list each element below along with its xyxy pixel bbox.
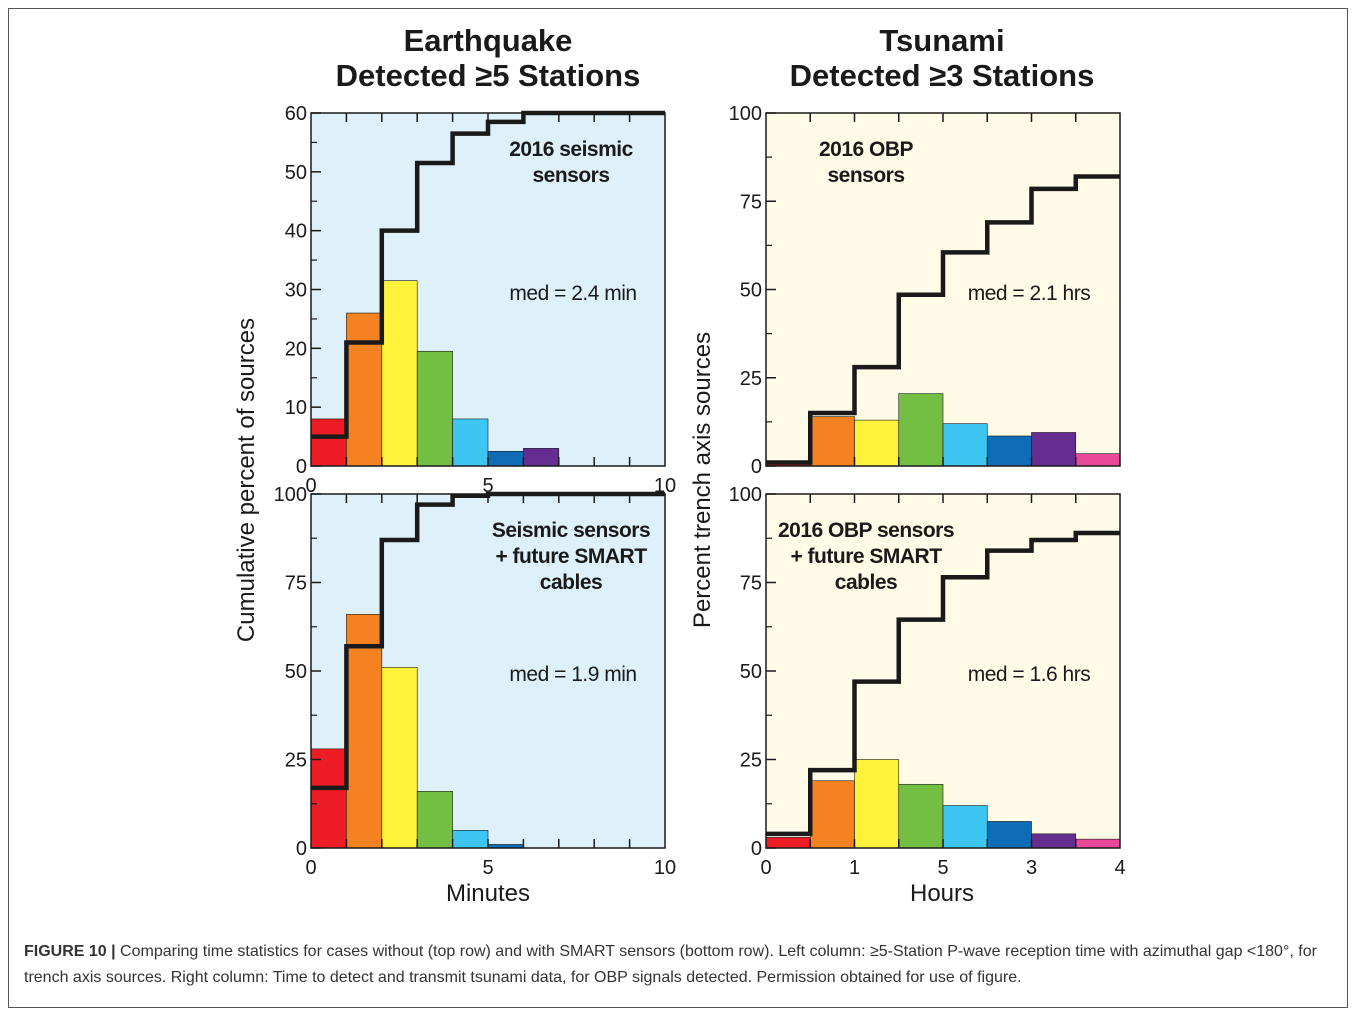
- panel-2-median-label: med = 2.1 hrs: [968, 282, 1090, 305]
- panel-1-xtick-label-1: 0: [305, 475, 316, 497]
- panel-4-annotation-line-1: 2016 OBP sensors: [778, 519, 954, 542]
- panel-1-bar-7: [523, 448, 560, 467]
- panel-4-ytick-label-5: 100: [729, 484, 762, 506]
- panel-3-bar-1: [310, 748, 347, 849]
- panel-4-ytick-label-2: 25: [740, 750, 762, 772]
- panel-1-annotation-line-2: sensors: [532, 164, 609, 187]
- panel-4-bar-1: [765, 837, 811, 849]
- right-column-title-line1: Tsunami: [879, 23, 1004, 58]
- right-y-axis-label: Percent trench axis sources: [689, 332, 716, 628]
- panel-2-bar-7: [1031, 432, 1077, 467]
- panel-3-bar-2: [346, 614, 383, 849]
- panel-3-annotation-line-1: Seismic sensors: [492, 519, 650, 542]
- panel-3-xtick-label-3: 10: [654, 857, 676, 879]
- panel-4-xtick-label-4: 3: [1026, 857, 1037, 879]
- panel-1-xtick-label-3: 10: [654, 475, 676, 497]
- panel-2-bar-2: [809, 416, 855, 467]
- panel-1-ytick-label-7: 60: [285, 103, 307, 125]
- panel-1-bar-6: [487, 450, 524, 467]
- panel-3-bar-4: [416, 791, 453, 849]
- panel-top-left: 0 10 20 30 40 50 60 0 5 10 2016 seismic sensors med …: [285, 103, 676, 497]
- panel-bottom-left: 0 25 50 75 100 0 5 10 Seismic sensors + future SM…: [274, 484, 677, 879]
- panel-1-annotation-line-1: 2016 seismic: [509, 138, 633, 161]
- panel-2-ytick-label-3: 50: [740, 280, 762, 302]
- caption-text: Comparing time statistics for cases with…: [24, 943, 1317, 986]
- panel-2-bar-4: [898, 393, 944, 467]
- panel-3-ytick-label-1: 0: [296, 838, 307, 860]
- panel-3-bar-3: [381, 667, 418, 849]
- panel-2-ytick-label-1: 0: [751, 456, 762, 478]
- panel-4-bar-4: [898, 783, 944, 849]
- panel-4-median-label: med = 1.6 hrs: [968, 663, 1090, 686]
- left-column-title-line1: Earthquake: [404, 23, 573, 58]
- panel-1-ytick-label-4: 30: [285, 280, 307, 302]
- panel-1-ytick-label-2: 10: [285, 397, 307, 419]
- panel-4-bar-6: [986, 821, 1032, 849]
- panel-4-bar-5: [942, 805, 988, 849]
- panel-4-cumulative-line: [766, 530, 1120, 837]
- panel-1-ytick-label-6: 50: [285, 162, 307, 184]
- panel-3-ytick-label-2: 25: [285, 750, 307, 772]
- panel-1-bar-3: [381, 280, 418, 467]
- panel-1-ytick-label-5: 40: [285, 221, 307, 243]
- panel-2-cumulative-line: [766, 174, 1120, 465]
- panel-1-bar-5: [452, 418, 489, 467]
- figure-frame: [8, 8, 1348, 1008]
- panel-3-median-label: med = 1.9 min: [509, 663, 636, 686]
- panel-4-bar-7: [1031, 833, 1077, 849]
- panel-4-xtick-label-2: 1: [849, 857, 860, 879]
- panel-2-annotation-line-2: sensors: [827, 164, 904, 187]
- panel-4-ytick-label-3: 50: [740, 661, 762, 683]
- panel-1-bar-1: [310, 418, 347, 467]
- caption-label: FIGURE 10 |: [24, 943, 116, 960]
- panel-3-ytick-label-5: 100: [274, 484, 307, 506]
- figure-caption: FIGURE 10 | Comparing time statistics fo…: [24, 939, 1324, 991]
- panel-4-bar-2: [809, 780, 855, 849]
- left-x-axis-label: Minutes: [446, 880, 530, 907]
- panel-bottom-right: 0 25 50 75 100 0 1 5 3 4 2016 OBP sensors + future …: [729, 484, 1126, 879]
- panel-4-xtick-label-5: 4: [1114, 857, 1125, 879]
- panel-2-bar-3: [854, 419, 900, 467]
- left-y-axis-label: Cumulative percent of sources: [233, 318, 260, 642]
- panel-4-bar-8: [1075, 838, 1121, 849]
- panel-2-ytick-label-2: 25: [740, 368, 762, 390]
- panel-3-ytick-label-3: 50: [285, 661, 307, 683]
- panel-3-ytick-label-4: 75: [285, 573, 307, 595]
- panel-4-annotation-line-3: cables: [835, 571, 897, 594]
- panel-2-bar-6: [986, 435, 1032, 467]
- panel-3-annotation-line-3: cables: [540, 571, 602, 594]
- panel-1-ytick-label-1: 0: [296, 456, 307, 478]
- panel-1-bar-4: [416, 350, 453, 467]
- panel-2-annotation-line-1: 2016 OBP: [819, 138, 914, 161]
- panel-3-bar-5: [452, 829, 489, 849]
- panel-2-bar-5: [942, 423, 988, 467]
- panel-1-bar-2: [346, 312, 383, 467]
- panel-2-ytick-label-5: 100: [729, 103, 762, 125]
- panel-2-ytick-label-4: 75: [740, 191, 762, 213]
- panel-2-bar-8: [1075, 453, 1121, 467]
- panel-1-median-label: med = 2.4 min: [509, 282, 636, 305]
- panel-4-annotation-line-2: + future SMART: [790, 545, 942, 568]
- panel-1-xtick-label-2: 5: [482, 475, 493, 497]
- panel-3-xtick-label-2: 5: [482, 857, 493, 879]
- panel-1-ytick-label-3: 20: [285, 338, 307, 360]
- right-column-title-line2: Detected ≥3 Stations: [790, 58, 1095, 93]
- right-x-axis-label: Hours: [910, 880, 974, 907]
- panel-top-right: 0 25 50 75 100 2016 OBP sensors med = 2.1 hrs: [729, 103, 1121, 478]
- panel-3-annotation-line-2: + future SMART: [495, 545, 647, 568]
- panel-3-xtick-label-1: 0: [305, 857, 316, 879]
- panel-4-bar-3: [854, 759, 900, 849]
- panel-4-xtick-label-3: 5: [937, 857, 948, 879]
- panel-4-ytick-label-1: 0: [751, 838, 762, 860]
- panel-4-ytick-label-4: 75: [740, 573, 762, 595]
- panel-4-xtick-label-1: 0: [760, 857, 771, 879]
- left-column-title-line2: Detected ≥5 Stations: [336, 58, 641, 93]
